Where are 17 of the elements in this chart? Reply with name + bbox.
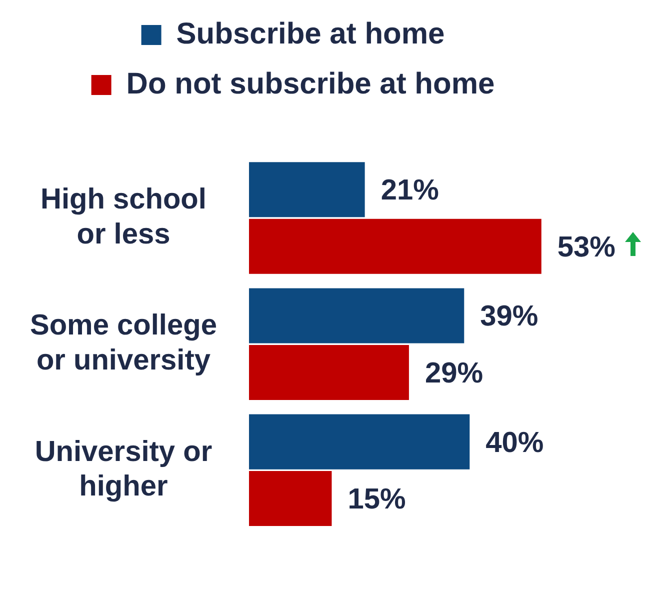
data-label: 53%	[557, 231, 616, 264]
legend-label: Subscribe at home	[176, 17, 445, 50]
bar	[248, 344, 409, 400]
y-tick-label: Some college or university	[30, 310, 217, 376]
data-label: 40%	[486, 426, 544, 459]
bar	[248, 162, 365, 218]
y-tick-label: University or higher	[34, 436, 212, 503]
bar	[248, 471, 332, 526]
bar	[248, 414, 470, 470]
data-label: 39%	[480, 300, 538, 333]
bar	[248, 218, 542, 274]
data-label: 29%	[424, 357, 484, 390]
legend-label: Do not subscribe at home	[126, 67, 495, 100]
y-tick-label: High school or less	[40, 184, 206, 250]
data-label: 21%	[380, 174, 440, 207]
bar	[248, 288, 464, 344]
data-label: 15%	[348, 484, 406, 516]
